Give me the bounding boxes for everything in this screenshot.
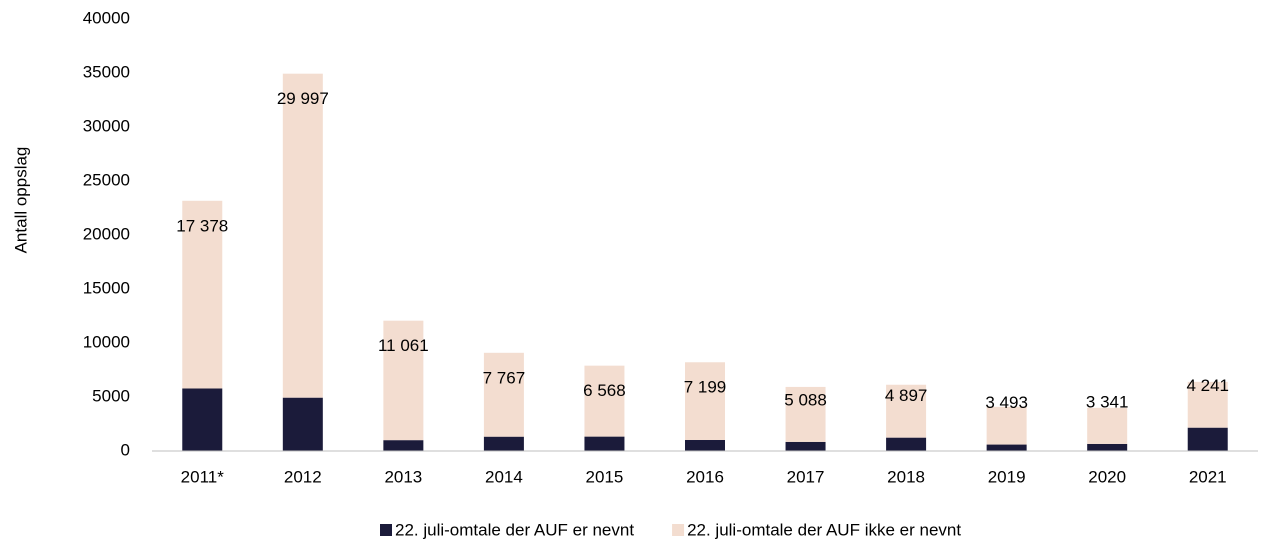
- y-tick-label: 0: [121, 440, 130, 459]
- legend-swatch: [380, 524, 392, 536]
- bar-segment: [785, 386, 826, 442]
- x-tick-label: 2012: [284, 467, 322, 486]
- legend-label: 22. juli-omtale der AUF er nevnt: [395, 520, 634, 539]
- bar-segment: [986, 406, 1027, 445]
- bar-segment: [282, 73, 323, 398]
- x-tick-label: 2014: [485, 467, 523, 486]
- y-tick-label: 35000: [83, 62, 130, 81]
- x-tick-label: 2011*: [181, 467, 225, 486]
- legend-swatch: [672, 524, 685, 536]
- y-tick-label: 5000: [92, 386, 130, 405]
- bar-segment: [886, 437, 927, 451]
- bar-segment: [483, 352, 524, 437]
- bar-segment: [182, 200, 223, 389]
- bar-segment: [282, 397, 323, 451]
- bar-segment: [1087, 443, 1128, 451]
- x-tick-label: 2018: [887, 467, 925, 486]
- data-label: 7 767: [483, 368, 526, 387]
- data-label: 29 997: [277, 89, 329, 108]
- bar-segment: [1187, 427, 1228, 451]
- x-tick-label: 2015: [586, 467, 624, 486]
- data-label: 5 088: [784, 390, 827, 409]
- bar-segment: [685, 362, 725, 441]
- data-label: 4 241: [1186, 376, 1229, 395]
- bar-segment: [584, 436, 625, 451]
- x-tick-label: 2017: [787, 467, 825, 486]
- bar-segment: [483, 436, 524, 451]
- data-label: 6 568: [583, 381, 626, 400]
- bar-segment: [886, 384, 927, 438]
- y-tick-label: 20000: [83, 224, 130, 243]
- bar-segment: [383, 320, 424, 441]
- bar-segment: [1087, 407, 1128, 444]
- data-label: 11 061: [378, 336, 429, 355]
- bar-segment: [1187, 381, 1228, 428]
- bar-segment: [986, 444, 1027, 451]
- legend-label: 22. juli-omtale der AUF ikke er nevnt: [687, 520, 961, 539]
- y-tick-label: 40000: [83, 8, 130, 27]
- x-tick-label: 2013: [384, 467, 422, 486]
- data-label: 3 341: [1086, 392, 1129, 411]
- x-tick-label: 2016: [686, 467, 724, 486]
- bar-segment: [785, 441, 826, 451]
- bar-segment: [383, 440, 424, 451]
- x-tick-label: 2019: [988, 467, 1026, 486]
- x-tick-label: 2020: [1088, 467, 1126, 486]
- data-label: 17 378: [176, 216, 228, 235]
- data-label: 7 199: [684, 378, 727, 397]
- y-tick-label: 30000: [83, 116, 130, 135]
- y-tick-label: 25000: [83, 170, 130, 189]
- data-label: 4 897: [885, 386, 928, 405]
- bar-segment: [182, 388, 223, 451]
- y-axis-label: Antall oppslag: [11, 147, 30, 254]
- data-label: 3 493: [985, 393, 1028, 412]
- x-tick-label: 2021: [1189, 467, 1227, 486]
- bar-segment: [584, 365, 625, 437]
- y-tick-label: 15000: [83, 278, 130, 297]
- y-tick-label: 10000: [83, 332, 130, 351]
- bar-segment: [685, 440, 725, 451]
